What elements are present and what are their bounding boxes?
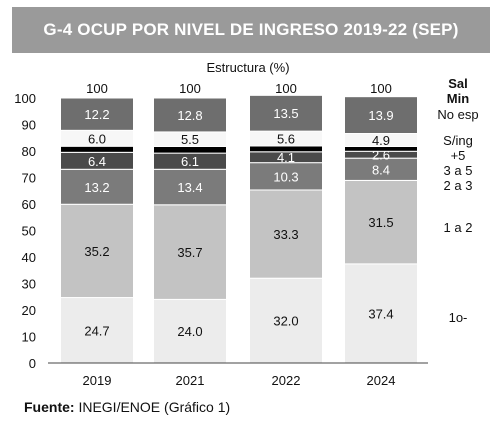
data-label: 37.4 [368,306,393,321]
data-label: 6.1 [181,154,199,169]
bar-segment [60,297,134,364]
y-tick-label: 70 [22,171,36,186]
bar-segment [153,97,227,133]
bar-segment [153,204,227,300]
data-label: 12.8 [177,108,202,123]
y-tick-label: 20 [22,303,36,318]
bar-segment [249,94,323,132]
data-label: 32.0 [273,314,298,329]
bar-segment [249,162,323,191]
chart-title: G-4 OCUP POR NIVEL DE INGRESO 2019-22 (S… [12,7,490,53]
data-label: 13.4 [177,180,202,195]
data-label: 13.9 [368,108,393,123]
chart-subtitle: Estructura (%) [206,60,289,75]
data-label: 31.5 [368,215,393,230]
y-tick-label: 100 [14,91,36,106]
bar-total-label: 100 [275,81,297,96]
data-label: 24.0 [177,324,202,339]
bar-segment [249,145,323,153]
bar-segment [249,189,323,279]
y-tick-label: 40 [22,250,36,265]
y-tick-label: 50 [22,224,36,239]
bar-segment [153,168,227,206]
data-label: 6.0 [88,131,106,146]
data-label: 33.3 [273,227,298,242]
bar-segment [344,263,418,364]
bar-segment [153,145,227,154]
legend-header-line1: Sal [448,76,468,91]
y-tick-label: 0 [29,356,36,371]
data-label: 12.2 [84,107,109,122]
data-label: 4.1 [277,150,295,165]
data-label: 5.5 [181,132,199,147]
x-category-label: 2024 [367,373,396,388]
data-label: 8.4 [372,162,390,177]
data-label: 10.3 [273,169,298,184]
y-tick-label: 90 [22,118,36,133]
legend-label: 2 a 3 [444,178,473,193]
legend-header-line2: Min [447,91,469,106]
data-label: 13.2 [84,180,109,195]
data-label: 35.2 [84,244,109,259]
bar-segment [249,277,323,364]
bar-total-label: 100 [370,81,392,96]
source-note: Fuente: INEGI/ENOE (Gráfico 1) [24,399,230,415]
bar-segment [60,97,134,131]
bar-segment [153,298,227,364]
x-category-label: 2021 [176,373,205,388]
source-text: INEGI/ENOE (Gráfico 1) [78,399,231,415]
bar-segment [344,96,418,135]
bar-segment [60,203,134,299]
bar-segment [60,145,134,153]
legend-label: +5 [451,148,466,163]
data-label: 35.7 [177,245,202,260]
data-label: 6.4 [88,154,106,169]
bar-total-label: 100 [179,81,201,96]
y-tick-label: 10 [22,330,36,345]
data-label: 13.5 [273,106,298,121]
legend-label: 1o- [449,310,468,325]
legend-label: No esp [437,107,478,122]
y-tick-label: 30 [22,277,36,292]
bar-segment [60,168,134,205]
data-label: 5.6 [277,132,295,147]
bar-total-label: 100 [86,81,108,96]
legend-label: 1 a 2 [444,220,473,235]
legend-label: S/ing [443,133,473,148]
data-label: 24.7 [84,323,109,338]
x-category-label: 2019 [83,373,112,388]
x-category-label: 2022 [272,373,301,388]
y-tick-label: 80 [22,144,36,159]
y-tick-label: 60 [22,197,36,212]
data-label: 4.9 [372,133,390,148]
bar-segment [344,179,418,265]
source-label: Fuente: [24,399,75,415]
legend-label: 3 a 5 [444,163,473,178]
